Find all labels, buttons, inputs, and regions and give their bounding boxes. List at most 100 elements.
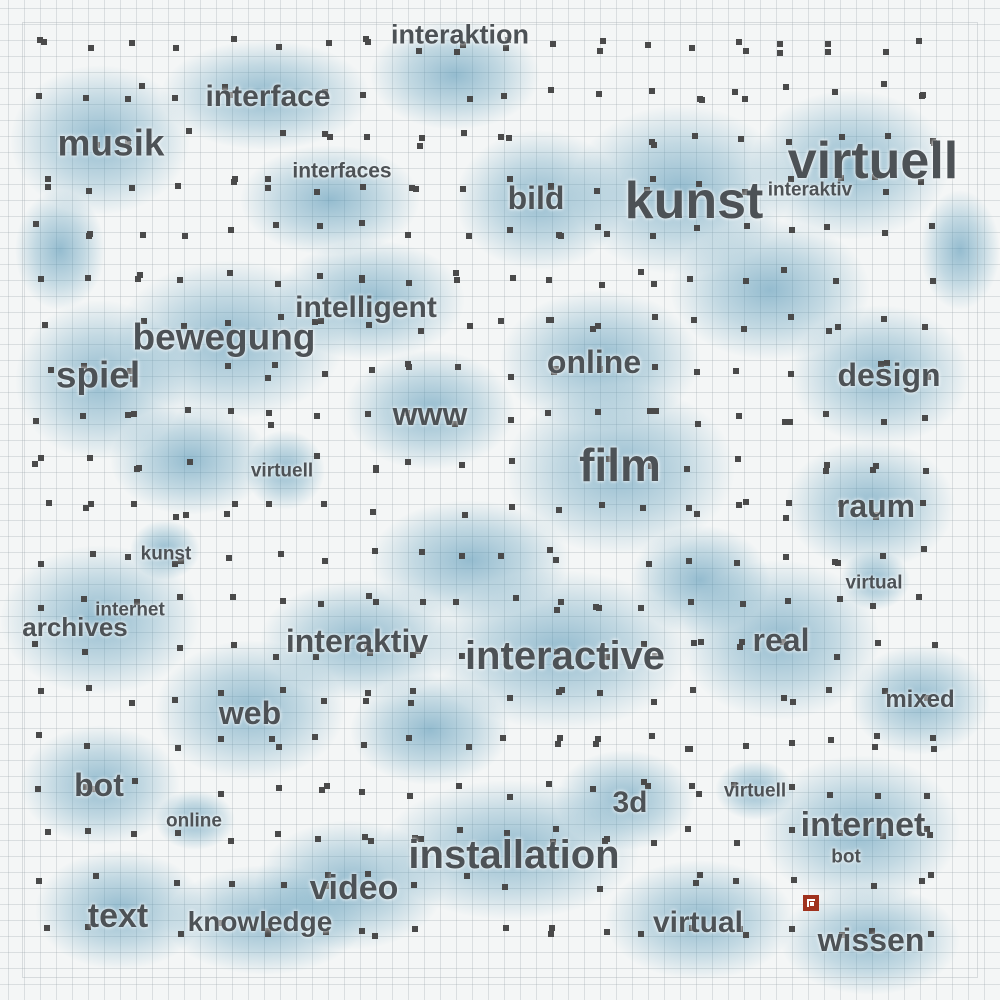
document-point [82, 784, 89, 790]
document-point [789, 925, 795, 932]
term-label[interactable]: wissen [817, 922, 925, 958]
term-label[interactable]: online [166, 810, 222, 832]
document-point [604, 835, 610, 842]
term-label[interactable]: mixed [885, 686, 955, 713]
term-label[interactable]: virtual [845, 572, 903, 594]
document-point [314, 413, 320, 419]
document-point [834, 324, 841, 330]
document-point [275, 743, 282, 750]
document-point [883, 188, 889, 195]
term-label[interactable]: kunst [140, 543, 192, 565]
document-point [418, 835, 424, 842]
document-point [833, 653, 840, 660]
document-point [371, 932, 378, 939]
document-point [358, 789, 365, 795]
term-label[interactable]: interaktiv [285, 623, 429, 659]
term-label[interactable]: bewegung [132, 316, 316, 358]
term-label[interactable]: design [837, 357, 941, 393]
document-point [870, 466, 876, 473]
term-label[interactable]: musik [57, 122, 165, 164]
term-label[interactable]: interaktiv [767, 179, 853, 201]
document-point [406, 279, 412, 286]
term-label[interactable]: raum [836, 488, 916, 524]
document-point [730, 782, 737, 788]
document-point [279, 130, 286, 136]
term-label[interactable]: spiel [55, 354, 141, 396]
document-point [407, 793, 413, 799]
document-point [881, 316, 887, 322]
document-point [131, 501, 137, 507]
term-label[interactable]: bot [831, 846, 861, 868]
document-point [595, 323, 601, 329]
term-label[interactable]: web [218, 695, 282, 731]
document-point [271, 361, 278, 368]
document-point [731, 88, 738, 95]
term-label[interactable]: virtual [652, 906, 744, 939]
document-point [32, 640, 38, 647]
selected-point-marker[interactable] [803, 895, 819, 911]
document-point [920, 545, 927, 552]
document-point [871, 883, 877, 889]
term-label[interactable]: interface [205, 80, 331, 113]
document-point [547, 317, 554, 323]
term-label[interactable]: kunst [624, 172, 764, 230]
term-label[interactable]: film [579, 439, 661, 491]
document-point [686, 505, 692, 511]
document-point [38, 454, 44, 461]
document-point [735, 39, 742, 45]
document-point [231, 36, 237, 42]
document-point [918, 878, 925, 884]
term-label[interactable]: bild [507, 180, 565, 216]
term-label[interactable]: installation [408, 833, 620, 877]
document-point [231, 178, 237, 185]
term-label[interactable]: www [392, 396, 468, 432]
document-point [323, 883, 329, 889]
term-label[interactable]: video [309, 869, 399, 907]
term-label[interactable]: archives [22, 612, 128, 642]
term-label[interactable]: virtuell [250, 460, 314, 482]
document-point [365, 593, 372, 599]
term-label[interactable]: knowledge [187, 906, 333, 937]
document-point [917, 178, 924, 185]
term-label[interactable]: bot [74, 767, 124, 803]
term-label[interactable]: 3d [612, 786, 648, 819]
document-point [597, 886, 603, 892]
document-point [503, 651, 509, 658]
density-blob [785, 440, 955, 570]
document-point [926, 831, 933, 838]
document-point [140, 232, 146, 238]
document-point [176, 644, 183, 651]
document-point [171, 560, 178, 567]
term-label[interactable]: interfaces [292, 159, 392, 183]
document-point [740, 326, 747, 332]
document-point [322, 370, 328, 377]
document-point [882, 230, 888, 236]
document-point [369, 509, 376, 515]
document-point [228, 408, 234, 414]
document-point [739, 601, 746, 607]
document-point [176, 276, 183, 283]
term-label[interactable]: real [752, 622, 810, 658]
term-label[interactable]: interactive [464, 634, 666, 678]
document-point [640, 779, 647, 785]
document-point [364, 690, 371, 696]
document-point [836, 829, 843, 836]
document-point [222, 83, 228, 90]
document-point [404, 410, 410, 416]
term-label[interactable]: virtuell [787, 132, 959, 190]
term-label[interactable]: intelligent [295, 291, 437, 324]
term-label[interactable]: online [546, 344, 642, 380]
document-point [459, 42, 466, 48]
document-point [875, 639, 881, 646]
term-label[interactable]: internet [800, 806, 926, 844]
document-point [324, 783, 330, 789]
term-label[interactable]: interaktion [390, 19, 530, 50]
document-point [453, 49, 460, 55]
document-point [412, 834, 418, 841]
document-point [688, 599, 694, 605]
term-label[interactable]: internet [95, 599, 165, 621]
term-label[interactable]: virtuell [723, 780, 787, 802]
term-label[interactable]: text [87, 897, 149, 935]
document-point [742, 277, 749, 284]
